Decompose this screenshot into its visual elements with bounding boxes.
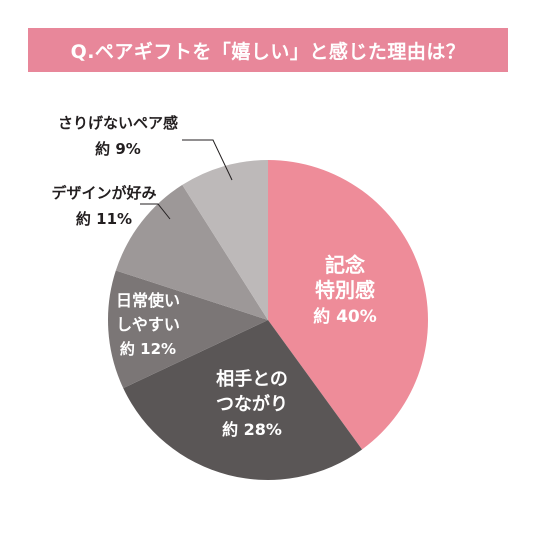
title-banner: Q.ペアギフトを「嬉しい」と感じた理由は？ bbox=[28, 28, 508, 72]
chart-title: Q.ペアギフトを「嬉しい」と感じた理由は？ bbox=[70, 40, 466, 63]
slice-label: さりげないペア感約 9% bbox=[58, 114, 178, 158]
pie-slice bbox=[108, 270, 268, 389]
pie-slice bbox=[115, 184, 268, 320]
slice-label: 日常使いしやすい約 12% bbox=[116, 291, 180, 358]
pie-slice bbox=[123, 320, 363, 480]
leader-line bbox=[140, 203, 171, 220]
pie-slice bbox=[182, 160, 268, 320]
slice-label: デザインが好み約 11% bbox=[51, 184, 156, 228]
pie-slice bbox=[268, 160, 429, 450]
slice-label: 記念特別感約 40% bbox=[313, 253, 377, 327]
slice-label: 相手とのつながり約 28% bbox=[216, 368, 288, 439]
leader-line bbox=[182, 139, 233, 181]
